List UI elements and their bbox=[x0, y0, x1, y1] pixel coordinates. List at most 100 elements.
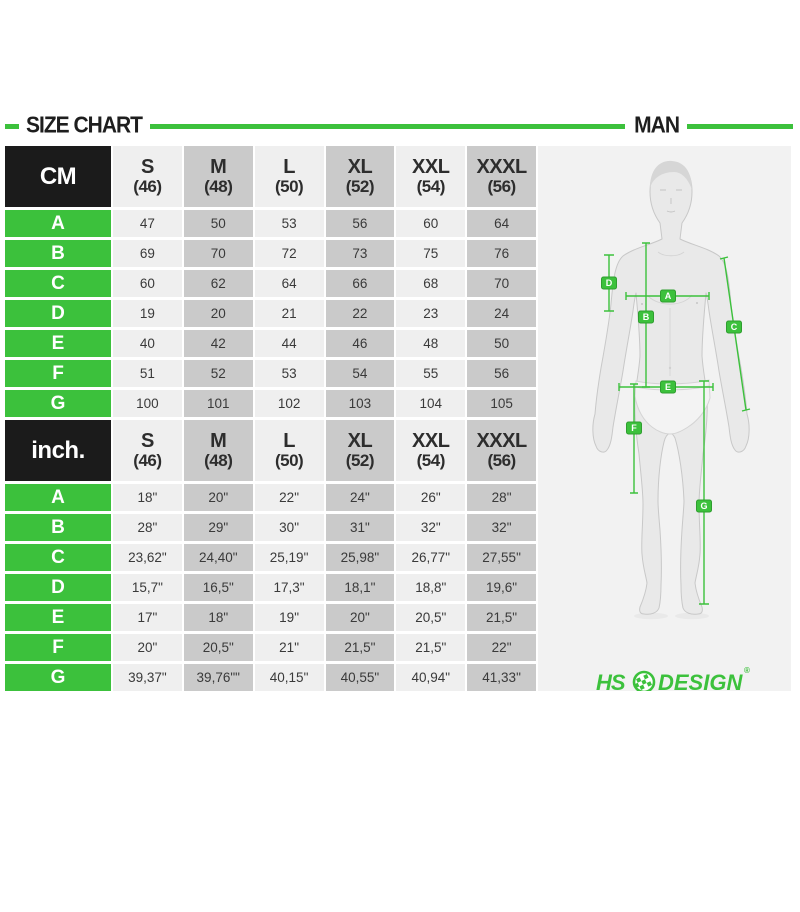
measurement-cell: 56 bbox=[467, 360, 536, 387]
measurement-cell: 105 bbox=[467, 390, 536, 417]
measurement-cell: 24" bbox=[325, 484, 395, 511]
measurement-cell: 29" bbox=[183, 514, 253, 541]
size-number: (46) bbox=[133, 177, 162, 197]
size-number: (56) bbox=[487, 451, 516, 471]
measurement-cell: 40,55" bbox=[325, 664, 395, 691]
svg-text:E: E bbox=[665, 382, 671, 392]
header-line bbox=[150, 123, 626, 129]
row-letter-cell: D bbox=[5, 300, 111, 327]
measurement-cell: 20,5" bbox=[183, 634, 253, 661]
size-header-cell: XL (52) bbox=[325, 420, 395, 481]
measurement-cell: 18" bbox=[113, 484, 182, 511]
measurement-cell: 39,76"" bbox=[183, 664, 253, 691]
size-label: L bbox=[283, 430, 295, 453]
main-content: CM S (46) M (48) L (50) XL (52) XXL (54) XXXL (56) A 4… bbox=[5, 146, 793, 691]
svg-text:F: F bbox=[631, 423, 637, 433]
measurement-cell: 44 bbox=[254, 330, 324, 357]
measurement-cell: 100 bbox=[113, 390, 182, 417]
measurement-cell: 62 bbox=[183, 270, 253, 297]
measurement-cell: 101 bbox=[183, 390, 253, 417]
measurement-cell: 68 bbox=[396, 270, 466, 297]
measurement-cell: 31" bbox=[325, 514, 395, 541]
measure-label-g: G bbox=[696, 499, 712, 513]
measure-label-a: A bbox=[660, 289, 676, 303]
measurement-cell: 25,19" bbox=[254, 544, 324, 571]
measurement-cell: 42 bbox=[183, 330, 253, 357]
size-number: (46) bbox=[133, 451, 162, 471]
measurement-cell: 64 bbox=[467, 210, 536, 237]
measurement-cell: 18" bbox=[183, 604, 253, 631]
body-figure-svg: A B C D E F G HS bbox=[592, 160, 751, 691]
measurement-cell: 66 bbox=[325, 270, 395, 297]
measurement-cell: 18,8" bbox=[396, 574, 466, 601]
measurement-cell: 40,94" bbox=[396, 664, 466, 691]
header-dash-right bbox=[687, 123, 793, 129]
svg-text:C: C bbox=[731, 322, 738, 332]
size-header-cell: XL (52) bbox=[325, 146, 395, 207]
measurement-cell: 19 bbox=[113, 300, 182, 327]
size-number: (54) bbox=[416, 451, 446, 471]
mannequin-detail-lines bbox=[647, 251, 693, 376]
size-label: S bbox=[140, 156, 154, 179]
measurement-cell: 17,3" bbox=[254, 574, 324, 601]
measurement-cell: 23,62" bbox=[113, 544, 182, 571]
page-title: SIZE CHART bbox=[26, 112, 143, 139]
measurement-cell: 20 bbox=[183, 300, 253, 327]
measurement-cell: 15,7" bbox=[113, 574, 182, 601]
category-title: MAN bbox=[634, 112, 680, 139]
measurement-cell: 21,5" bbox=[325, 634, 395, 661]
row-letter-cell: F bbox=[5, 634, 111, 661]
measurement-cell: 55 bbox=[396, 360, 466, 387]
measurement-cell: 22" bbox=[254, 484, 324, 511]
measurement-cell: 103 bbox=[325, 390, 395, 417]
measure-line-f bbox=[630, 383, 638, 494]
size-label: XXL bbox=[412, 430, 450, 453]
measurement-cell: 40 bbox=[113, 330, 182, 357]
row-letter-cell: F bbox=[5, 360, 111, 387]
mannequin-hair bbox=[650, 160, 692, 190]
brand-logo-emblem-icon bbox=[632, 670, 656, 691]
size-header-cell: XXL (54) bbox=[396, 420, 466, 481]
page-header: SIZE CHART MAN bbox=[5, 112, 793, 140]
measure-line-g bbox=[699, 380, 709, 605]
measurement-cell: 52 bbox=[183, 360, 253, 387]
row-letter-cell: C bbox=[5, 544, 111, 571]
measurement-cell: 18,1" bbox=[325, 574, 395, 601]
measurement-cell: 30" bbox=[254, 514, 324, 541]
size-label: XXXL bbox=[476, 430, 527, 453]
size-number: (48) bbox=[204, 451, 233, 471]
measurement-cell: 21 bbox=[254, 300, 324, 327]
measurement-cell: 75 bbox=[396, 240, 466, 267]
size-header-cell: L (50) bbox=[254, 146, 324, 207]
measurement-cell: 20,5" bbox=[396, 604, 466, 631]
measurement-cell: 76 bbox=[467, 240, 536, 267]
row-letter-cell: G bbox=[5, 390, 111, 417]
unit-header-cell: CM bbox=[5, 146, 111, 207]
size-header-cell: S (46) bbox=[113, 146, 182, 207]
measurement-cell: 28" bbox=[467, 484, 536, 511]
measurement-cell: 41,33" bbox=[467, 664, 536, 691]
size-label: M bbox=[210, 156, 227, 179]
size-label: XL bbox=[347, 156, 373, 179]
size-number: (52) bbox=[345, 177, 375, 197]
measurement-labels: A B C D E F G bbox=[601, 276, 742, 513]
figure-panel: A B C D E F G HS bbox=[538, 146, 791, 691]
row-letter-cell: A bbox=[5, 484, 111, 511]
row-letter-cell: D bbox=[5, 574, 111, 601]
row-letter-cell: C bbox=[5, 270, 111, 297]
measurement-cell: 20" bbox=[113, 634, 182, 661]
header-dash-left bbox=[5, 123, 19, 129]
row-letter-cell: B bbox=[5, 514, 111, 541]
row-letter-cell: E bbox=[5, 604, 111, 631]
measurement-cell: 102 bbox=[254, 390, 324, 417]
measurement-cell: 27,55" bbox=[467, 544, 536, 571]
measurement-cell: 73 bbox=[325, 240, 395, 267]
measurement-cell: 48 bbox=[396, 330, 466, 357]
measurement-cell: 20" bbox=[183, 484, 253, 511]
size-number: (50) bbox=[274, 451, 304, 471]
brand-logo-right-text: DESIGN bbox=[658, 670, 743, 691]
measurement-cell: 60 bbox=[113, 270, 182, 297]
size-label: XXXL bbox=[476, 156, 527, 179]
size-number: (48) bbox=[204, 177, 233, 197]
measurement-cell: 23 bbox=[396, 300, 466, 327]
